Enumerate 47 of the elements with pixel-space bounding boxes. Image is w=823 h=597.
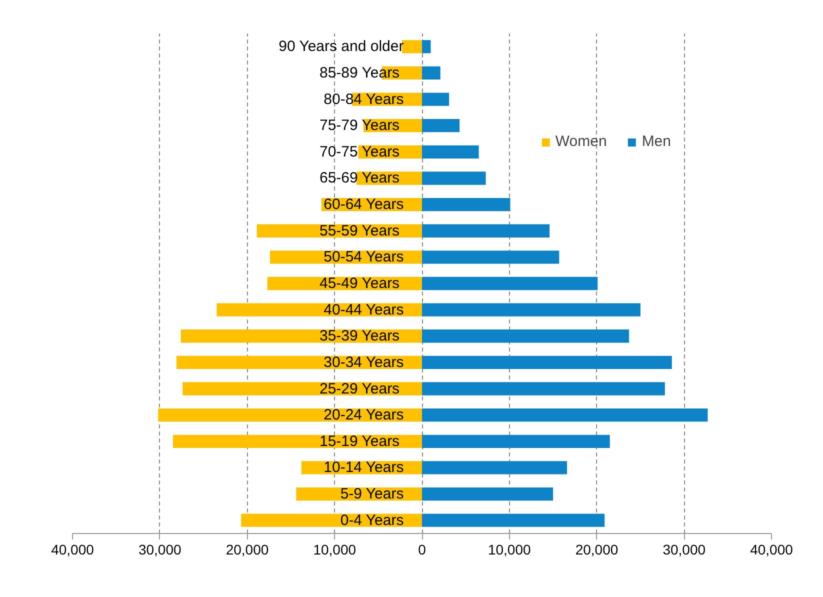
x-tick-label: 10,000 xyxy=(313,542,356,558)
y-tick-label: 5-9 Years xyxy=(340,486,404,503)
x-tick-label: 20,000 xyxy=(575,542,618,558)
y-tick-label: 15-19 Years xyxy=(319,432,400,450)
y-tick-label: 40-44 Years xyxy=(324,301,404,318)
legend-label: Men xyxy=(642,133,671,150)
y-tick-label: 25-29 Years xyxy=(319,380,400,398)
y-tick-label: 20-24 Years xyxy=(324,406,404,424)
bar xyxy=(422,172,486,185)
y-tick-label: 0-4 Years xyxy=(340,512,404,529)
bar xyxy=(422,276,598,290)
y-tick-label: 50-54 Years xyxy=(324,248,404,266)
bar xyxy=(422,514,605,527)
y-tick-label: 30-34 Years xyxy=(324,354,404,371)
bar xyxy=(422,198,510,212)
y-tick-label: 60-64 Years xyxy=(324,196,404,214)
bar xyxy=(422,330,630,343)
bar xyxy=(422,250,560,264)
bar xyxy=(422,40,431,54)
legend-label: Women xyxy=(555,133,607,150)
bar xyxy=(422,356,672,370)
bar xyxy=(422,119,460,132)
bar xyxy=(422,487,554,501)
bar xyxy=(422,66,440,80)
y-tick-label: 70-75 Years xyxy=(319,143,400,160)
x-tick-label: 30,000 xyxy=(138,542,182,558)
bar xyxy=(422,224,550,238)
x-tick-label: 0 xyxy=(418,542,426,558)
y-tick-label: 45-49 Years xyxy=(319,275,400,292)
x-tick-label: 40,000 xyxy=(51,542,94,558)
x-tick-label: 40,000 xyxy=(750,542,794,558)
bar xyxy=(422,434,610,448)
bar xyxy=(402,40,422,54)
y-tick-label: 55-59 Years xyxy=(319,222,400,240)
bar xyxy=(422,303,640,316)
bar xyxy=(216,303,422,316)
bar xyxy=(422,408,708,422)
bar xyxy=(422,461,568,474)
x-tick-label: 20,000 xyxy=(226,542,269,558)
bar xyxy=(422,92,450,106)
y-tick-label: 10-14 Years xyxy=(324,459,404,476)
bar xyxy=(182,382,422,396)
bar xyxy=(422,382,665,396)
bar xyxy=(422,145,479,158)
x-tick-label: 10,000 xyxy=(488,542,531,558)
x-tick-label: 30,000 xyxy=(662,542,706,558)
y-tick-label: 35-39 Years xyxy=(319,328,400,345)
